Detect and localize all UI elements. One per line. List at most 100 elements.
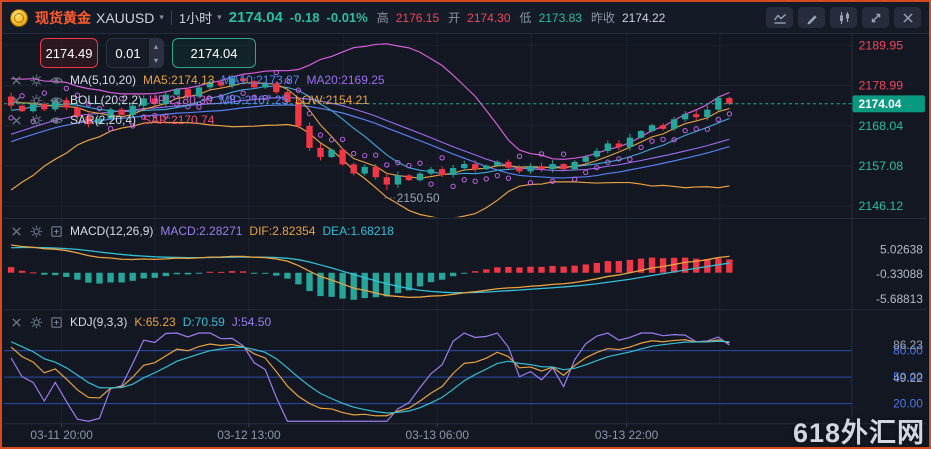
time-axis[interactable] <box>2 423 853 447</box>
interval-selector[interactable]: 1小时 ▾ <box>179 8 222 27</box>
dea-value: DEA:1.68218 <box>322 224 394 238</box>
macd-value: MACD:2.28271 <box>160 224 243 238</box>
fullscreen-button[interactable] <box>862 7 889 28</box>
interval-label: 1小时 <box>178 11 213 26</box>
quantity-increase-button[interactable]: ▴ <box>153 41 158 51</box>
boll-legend: BOLL(20,2,2) UP:2180.30 MID:2167.25 LOW:… <box>10 92 369 108</box>
svg-text:-0.33088: -0.33088 <box>876 267 923 281</box>
close-icon[interactable] <box>10 94 23 107</box>
svg-text:86.23: 86.23 <box>893 338 923 352</box>
quantity-input[interactable]: 0.01 ▴ ▾ <box>106 38 164 68</box>
svg-text:49.22: 49.22 <box>893 371 923 385</box>
kdj-title: KDJ(9,3,3) <box>70 315 128 329</box>
svg-text:5.02638: 5.02638 <box>880 242 923 256</box>
close-icon[interactable] <box>10 74 23 87</box>
low-value: 2173.83 <box>538 10 582 25</box>
candles-icon <box>837 11 851 25</box>
svg-text:-5.68813: -5.68813 <box>876 292 923 306</box>
symbol-selector[interactable]: 现货黄金 XAUUSD ▾ <box>35 8 164 28</box>
sar-legend: SAR(2,20,4) SAR:2170.74 <box>10 112 214 128</box>
svg-text:2146.12: 2146.12 <box>858 199 903 213</box>
expand-icon <box>869 11 883 25</box>
quantity-stepper: ▴ ▾ <box>149 39 163 67</box>
draw-button[interactable] <box>798 7 825 28</box>
watermark: 618外汇网 <box>792 418 925 448</box>
settings-gear-icon[interactable] <box>30 94 43 107</box>
macd-title: MACD(12,26,9) <box>70 224 154 238</box>
sell-button[interactable]: 2174.49 <box>40 38 98 68</box>
svg-text:2189.95: 2189.95 <box>858 38 903 52</box>
sell-price: 2174.49 <box>45 45 93 61</box>
svg-text:03-13 22:00: 03-13 22:00 <box>595 428 659 442</box>
open-label: 开 <box>448 11 461 25</box>
visibility-eye-icon[interactable] <box>50 94 63 107</box>
svg-text:2157.08: 2157.08 <box>858 159 903 173</box>
visibility-eye-icon[interactable] <box>50 74 63 87</box>
kdj-legend: KDJ(9,3,3) K:65.23 D:70.59 J:54.50 <box>10 314 271 330</box>
settings-gear-icon[interactable] <box>30 225 43 238</box>
close-icon[interactable] <box>10 114 23 127</box>
high-label: 高 <box>376 11 389 25</box>
last-price: 2174.04 <box>228 9 283 26</box>
dif-value: DIF:2.82354 <box>249 224 316 238</box>
chevron-down-icon: ▾ <box>159 12 164 22</box>
line-chart-icon <box>773 11 787 25</box>
gold-coin-icon <box>10 8 28 27</box>
close-icon[interactable] <box>10 316 23 329</box>
kdj-k-value: K:65.23 <box>134 315 176 329</box>
line-chart-button[interactable] <box>766 7 793 28</box>
svg-text:2174.04: 2174.04 <box>858 97 901 111</box>
symbol-name-cn: 现货黄金 <box>35 9 91 26</box>
svg-text:2150.50: 2150.50 <box>397 191 440 205</box>
symbol-code: XAUUSD <box>96 9 155 26</box>
settings-gear-icon[interactable] <box>30 74 43 87</box>
divider <box>170 10 172 25</box>
top-toolbar: 现货黄金 XAUUSD ▾ 1小时 ▾ 2174.04 -0.18 -0.01%… <box>2 2 929 34</box>
chevron-down-icon: ▾ <box>217 12 222 22</box>
macd-legend: MACD(12,26,9) MACD:2.28271 DIF:2.82354 D… <box>10 223 394 239</box>
ma5-value: MA5:2174.13 <box>143 73 215 87</box>
quantity-value: 0.01 <box>115 45 141 61</box>
buy-button[interactable]: 2174.04 <box>172 38 256 68</box>
kdj-d-value: D:70.59 <box>182 315 225 329</box>
ma10-value: MA10:2173.87 <box>221 73 300 87</box>
high-value: 2176.15 <box>395 10 440 25</box>
svg-text:2178.99: 2178.99 <box>858 79 903 93</box>
close-icon[interactable] <box>10 225 23 238</box>
svg-text:20.00: 20.00 <box>893 397 923 411</box>
svg-text:80.00: 80.00 <box>893 344 923 358</box>
boll-low-value: LOW:2154.21 <box>295 93 369 107</box>
sar-value: SAR:2170.74 <box>143 113 215 127</box>
low-label: 低 <box>519 11 532 25</box>
svg-text:03-12 13:00: 03-12 13:00 <box>217 428 281 442</box>
candle-style-button[interactable] <box>830 7 857 28</box>
expand-pane-icon[interactable] <box>50 316 63 329</box>
ma20-value: MA20:2169.25 <box>306 73 385 87</box>
sar-title: SAR(2,20,4) <box>70 113 137 127</box>
quantity-decrease-button[interactable]: ▾ <box>153 55 158 65</box>
prev-close-label: 昨收 <box>590 11 615 25</box>
toolbar-actions <box>766 7 921 28</box>
svg-text:50.00: 50.00 <box>893 370 923 384</box>
order-panel: 2174.49 0.01 ▴ ▾ 2174.04 <box>40 38 256 68</box>
buy-price: 2174.04 <box>190 45 238 61</box>
price-axis[interactable] <box>855 34 929 423</box>
ma-title: MA(5,10,20) <box>70 73 137 87</box>
price-change-percent: -0.01% <box>326 10 368 25</box>
svg-text:03-13 06:00: 03-13 06:00 <box>406 428 470 442</box>
pencil-icon <box>805 11 819 25</box>
expand-pane-icon[interactable] <box>50 225 63 238</box>
svg-text:2168.04: 2168.04 <box>858 119 903 133</box>
boll-up-value: UP:2180.30 <box>149 93 213 107</box>
visibility-eye-icon[interactable] <box>50 114 63 127</box>
settings-gear-icon[interactable] <box>30 316 43 329</box>
price-change: -0.18 <box>289 10 320 25</box>
settings-gear-icon[interactable] <box>30 114 43 127</box>
ma-legend: MA(5,10,20) MA5:2174.13 MA10:2173.87 MA2… <box>10 72 385 88</box>
prev-close-value: 2174.22 <box>621 10 666 25</box>
open-value: 2174.30 <box>467 10 511 25</box>
close-chart-button[interactable] <box>894 7 921 28</box>
kdj-j-value: J:54.50 <box>231 315 272 329</box>
